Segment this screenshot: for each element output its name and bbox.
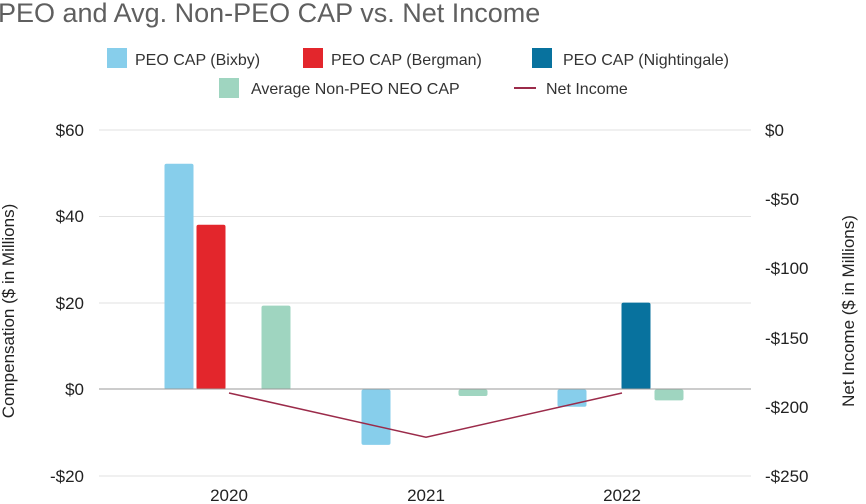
right-tick-label: -$100	[765, 259, 808, 278]
y2-axis-label: Net Income ($ in Millions)	[839, 215, 858, 407]
left-axis-ticks: $60 $40 $20 $0 -$20	[50, 121, 84, 486]
left-tick-label: $20	[56, 294, 84, 313]
net-income-polyline	[228, 392, 623, 439]
bar-bixby-2021	[361, 389, 391, 445]
left-tick-label: $0	[65, 380, 84, 399]
right-tick-label: -$200	[765, 398, 808, 417]
right-axis-ticks: $0 -$50 -$100 -$150 -$200 -$250	[765, 121, 808, 486]
left-tick-label: $60	[56, 121, 84, 140]
bar-bergman-2020	[196, 224, 226, 390]
bar-non-peo-2022	[654, 389, 684, 401]
x-tick-label: 2021	[407, 486, 445, 504]
left-tick-label: -$20	[50, 467, 84, 486]
right-tick-label: -$250	[765, 467, 808, 486]
bars	[164, 163, 684, 445]
legend-label-non-peo: Average Non-PEO NEO CAP	[251, 81, 460, 98]
left-tick-label: $40	[56, 207, 84, 226]
legend-label-nightingale: PEO CAP (Nightingale)	[563, 52, 729, 69]
bar-non-peo-2021	[458, 389, 488, 396]
legend-label-bixby: PEO CAP (Bixby)	[135, 52, 260, 69]
legend-label-net-income: Net Income	[546, 81, 628, 98]
bar-bixby-2020	[164, 163, 194, 390]
legend: PEO CAP (Bixby) PEO CAP (Bergman) PEO CA…	[107, 48, 729, 98]
bar-non-peo-2020	[261, 305, 291, 390]
legend-swatch-bixby	[107, 48, 127, 68]
x-axis-ticks: 2020 2021 2022	[210, 486, 641, 504]
right-tick-label: $0	[765, 121, 784, 140]
x-tick-label: 2022	[603, 486, 641, 504]
chart-title: PEO and Avg. Non-PEO CAP vs. Net Income	[0, 0, 540, 28]
bar-nightingale-2022	[621, 302, 651, 390]
legend-label-bergman: PEO CAP (Bergman)	[331, 52, 482, 69]
legend-swatch-nightingale	[532, 48, 552, 68]
right-tick-label: -$150	[765, 329, 808, 348]
y-axis-label: Compensation ($ in Millions)	[0, 204, 18, 418]
legend-swatch-bergman	[303, 48, 323, 68]
legend-swatch-non-peo	[219, 78, 239, 98]
right-tick-label: -$50	[765, 190, 799, 209]
x-tick-label: 2020	[210, 486, 248, 504]
net-income-line	[228, 392, 623, 439]
